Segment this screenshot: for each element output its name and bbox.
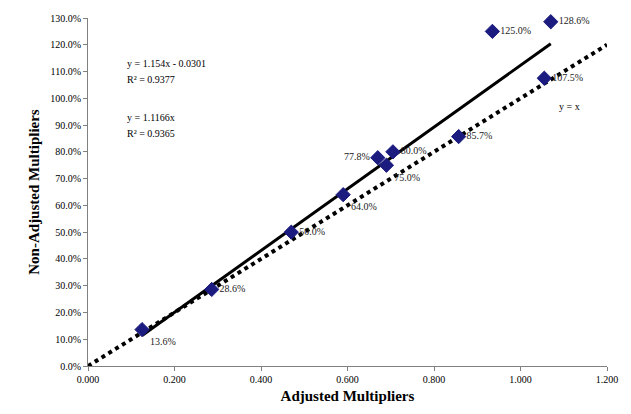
svg-text:30.0%: 30.0% bbox=[55, 280, 81, 291]
svg-text:0.000: 0.000 bbox=[77, 374, 100, 385]
svg-text:110.0%: 110.0% bbox=[51, 66, 81, 77]
svg-text:85.7%: 85.7% bbox=[467, 130, 493, 141]
svg-text:80.0%: 80.0% bbox=[401, 145, 427, 156]
svg-text:50.0%: 50.0% bbox=[299, 226, 325, 237]
svg-text:75.0%: 75.0% bbox=[394, 172, 420, 183]
svg-text:90.0%: 90.0% bbox=[55, 120, 81, 131]
svg-text:128.6%: 128.6% bbox=[559, 15, 590, 26]
svg-text:1.200: 1.200 bbox=[596, 374, 619, 385]
svg-text:50.0%: 50.0% bbox=[55, 227, 81, 238]
svg-text:1.000: 1.000 bbox=[509, 374, 532, 385]
svg-text:20.0%: 20.0% bbox=[55, 307, 81, 318]
svg-text:0.800: 0.800 bbox=[423, 374, 446, 385]
svg-text:40.0%: 40.0% bbox=[55, 253, 81, 264]
svg-text:28.6%: 28.6% bbox=[220, 283, 246, 294]
svg-text:y = 1.154x - 0.0301: y = 1.154x - 0.0301 bbox=[127, 58, 206, 69]
svg-text:0.0%: 0.0% bbox=[60, 361, 81, 372]
svg-text:77.8%: 77.8% bbox=[344, 151, 370, 162]
svg-text:R² = 0.9365: R² = 0.9365 bbox=[127, 128, 175, 139]
svg-text:60.0%: 60.0% bbox=[55, 200, 81, 211]
svg-text:70.0%: 70.0% bbox=[55, 173, 81, 184]
svg-text:0.400: 0.400 bbox=[250, 374, 273, 385]
svg-text:130.0%: 130.0% bbox=[50, 13, 81, 24]
svg-text:Non-Adjusted Multipliers: Non-Adjusted Multipliers bbox=[26, 109, 42, 275]
svg-text:0.200: 0.200 bbox=[163, 374, 186, 385]
svg-text:125.0%: 125.0% bbox=[500, 25, 531, 36]
svg-text:64.0%: 64.0% bbox=[351, 201, 377, 212]
svg-text:y = 1.1166x: y = 1.1166x bbox=[127, 112, 175, 123]
svg-text:10.0%: 10.0% bbox=[55, 334, 81, 345]
svg-text:y = x: y = x bbox=[559, 101, 580, 112]
svg-text:Adjusted Multipliers: Adjusted Multipliers bbox=[281, 388, 415, 404]
svg-text:R² = 0.9377: R² = 0.9377 bbox=[127, 74, 175, 85]
svg-text:120.0%: 120.0% bbox=[50, 39, 81, 50]
svg-text:80.0%: 80.0% bbox=[55, 146, 81, 157]
svg-text:107.5%: 107.5% bbox=[552, 72, 583, 83]
svg-text:100.0%: 100.0% bbox=[50, 93, 81, 104]
svg-text:0.600: 0.600 bbox=[336, 374, 359, 385]
svg-text:13.6%: 13.6% bbox=[150, 336, 176, 347]
